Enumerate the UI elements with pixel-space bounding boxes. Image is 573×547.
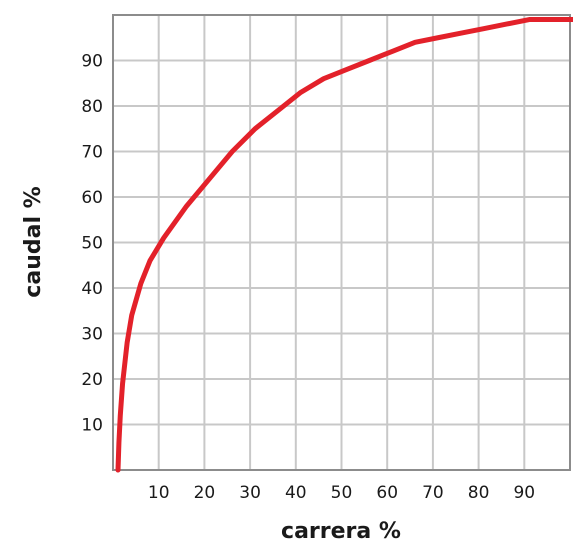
y-tick-label: 90 (81, 52, 103, 72)
y-tick-label: 70 (81, 143, 103, 163)
x-tick-label: 10 (148, 483, 170, 503)
x-axis-label: carrera % (281, 519, 401, 544)
plot-frame (112, 14, 571, 471)
x-tick-label: 70 (422, 483, 444, 503)
x-tick-label: 60 (376, 483, 398, 503)
grid-lines (113, 15, 570, 470)
series-group (115, 17, 573, 473)
x-tick-label: 90 (513, 483, 535, 503)
y-tick-label: 10 (81, 416, 103, 436)
x-tick-label: 40 (285, 483, 307, 503)
x-tick-label: 20 (194, 483, 216, 503)
series-line (115, 17, 573, 473)
y-axis-label: caudal % (21, 186, 46, 297)
y-tick-labels: 10 20 30 40 50 60 70 80 90 (81, 52, 103, 436)
x-tick-labels: 10 20 30 40 50 60 70 80 90 (148, 483, 535, 503)
y-tick-label: 30 (81, 325, 103, 345)
y-tick-label: 20 (81, 370, 103, 390)
y-tick-label: 60 (81, 188, 103, 208)
y-tick-label: 40 (81, 279, 103, 299)
x-tick-label: 80 (468, 483, 490, 503)
x-tick-label: 30 (239, 483, 261, 503)
x-tick-label: 50 (331, 483, 353, 503)
y-tick-label: 80 (81, 97, 103, 117)
y-tick-label: 50 (81, 234, 103, 254)
